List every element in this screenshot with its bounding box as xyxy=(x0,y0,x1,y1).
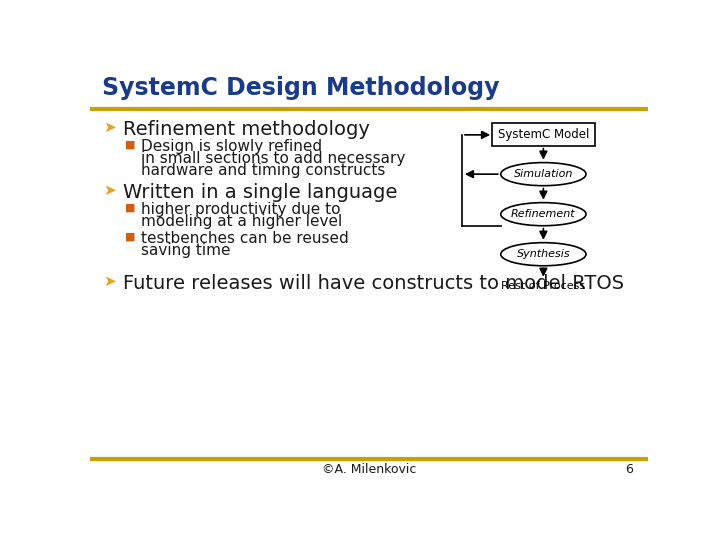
Text: Rest of Process: Rest of Process xyxy=(501,281,585,291)
Text: 6: 6 xyxy=(625,463,632,476)
Ellipse shape xyxy=(500,202,586,226)
Text: Design is slowly refined: Design is slowly refined xyxy=(141,139,323,154)
Text: Refinement methodology: Refinement methodology xyxy=(122,120,369,139)
Text: ➤: ➤ xyxy=(104,274,117,289)
Text: saving time: saving time xyxy=(141,244,230,259)
Text: ©A. Milenkovic: ©A. Milenkovic xyxy=(322,463,416,476)
Text: ➤: ➤ xyxy=(104,120,117,135)
Text: Written in a single language: Written in a single language xyxy=(122,184,397,202)
Text: hardware and timing constructs: hardware and timing constructs xyxy=(141,164,385,178)
Text: in small sections to add necessary: in small sections to add necessary xyxy=(141,151,405,166)
Text: Simulation: Simulation xyxy=(513,169,573,179)
Text: Synthesis: Synthesis xyxy=(516,249,570,259)
FancyBboxPatch shape xyxy=(492,123,595,146)
Text: Refinement: Refinement xyxy=(511,209,576,219)
Text: ■: ■ xyxy=(125,202,135,213)
Ellipse shape xyxy=(500,163,586,186)
Text: SystemC Model: SystemC Model xyxy=(498,129,589,141)
Text: ■: ■ xyxy=(125,139,135,150)
Text: Future releases will have constructs to model RTOS: Future releases will have constructs to … xyxy=(122,274,624,293)
Text: ➤: ➤ xyxy=(104,184,117,198)
Ellipse shape xyxy=(500,242,586,266)
Text: modeling at a higher level: modeling at a higher level xyxy=(141,214,343,229)
Text: testbenches can be reused: testbenches can be reused xyxy=(141,231,349,246)
Text: ■: ■ xyxy=(125,232,135,242)
Text: SystemC Design Methodology: SystemC Design Methodology xyxy=(102,76,500,100)
Text: higher productivity due to: higher productivity due to xyxy=(141,202,341,217)
